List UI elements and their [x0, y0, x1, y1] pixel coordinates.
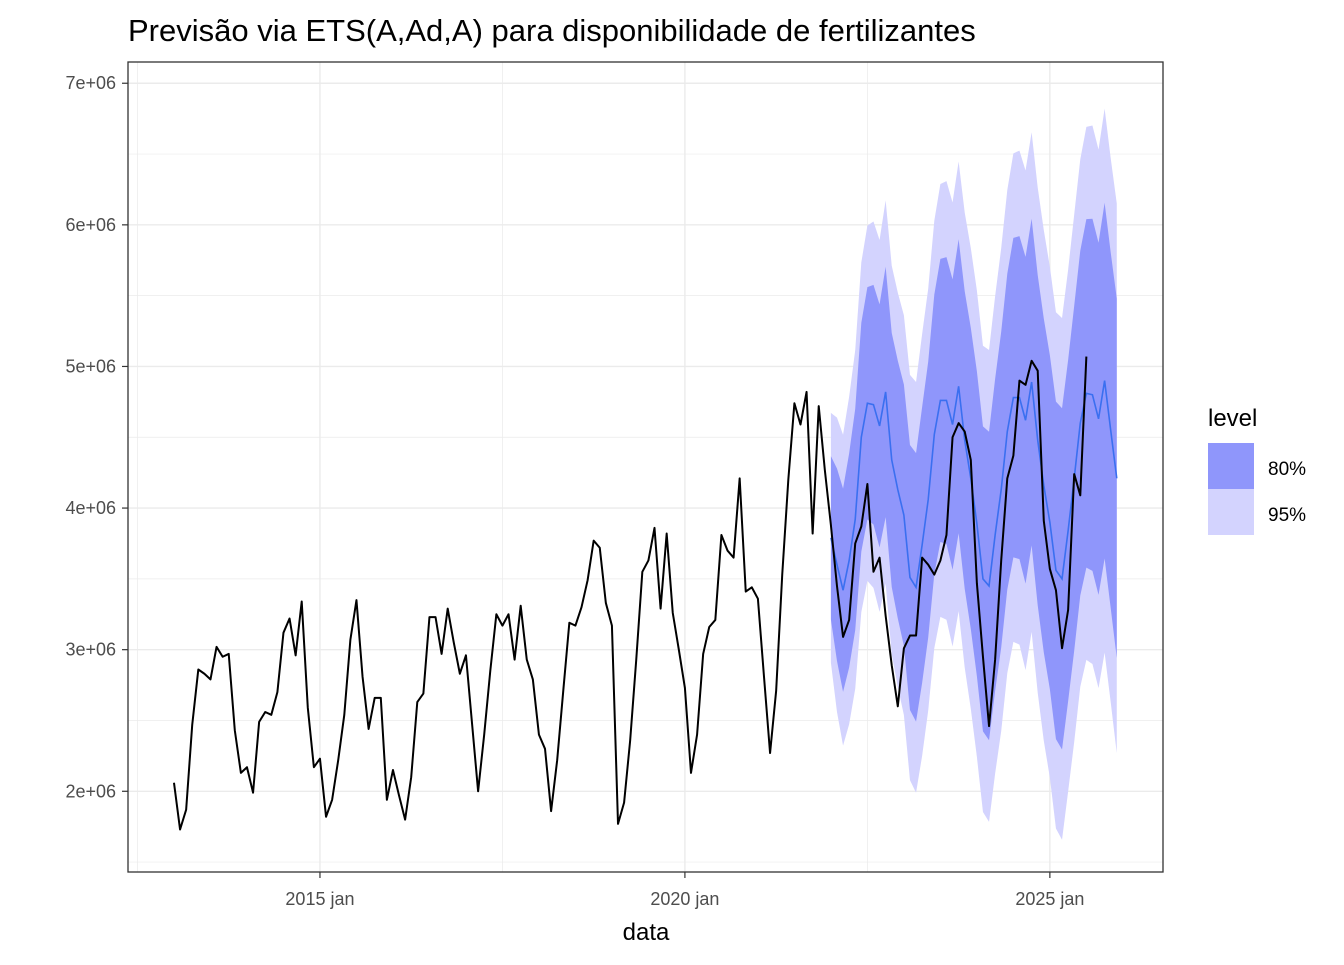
forecast-mean-line — [830, 380, 1118, 591]
x-tick-label: 2020 jan — [650, 889, 719, 909]
y-axis: 2e+06 3e+06 4e+06 5e+06 6e+06 7e+06 — [65, 73, 128, 801]
y-tick-label: 2e+06 — [65, 781, 116, 801]
x-tick-label: 2025 jan — [1015, 889, 1084, 909]
x-axis: 2015 jan 2020 jan 2025 jan — [285, 872, 1084, 909]
y-tick-label: 4e+06 — [65, 498, 116, 518]
interval-band-80 — [830, 202, 1117, 750]
y-tick-label: 5e+06 — [65, 356, 116, 376]
y-tick-label: 3e+06 — [65, 640, 116, 660]
y-tick-label: 7e+06 — [65, 73, 116, 93]
gridlines — [128, 62, 1163, 872]
legend-label-80: 80% — [1268, 459, 1306, 480]
x-axis-label: data — [623, 919, 670, 946]
observed-line — [172, 356, 1088, 831]
legend-title: level — [1208, 405, 1257, 432]
series-lines — [172, 356, 1118, 831]
legend: level 80% 95% — [1208, 405, 1306, 535]
x-tick-label: 2015 jan — [285, 889, 354, 909]
y-tick-label: 6e+06 — [65, 215, 116, 235]
legend-swatch-95 — [1208, 489, 1254, 535]
legend-label-95: 95% — [1268, 505, 1306, 526]
chart-title: Previsão via ETS(A,Ad,A) para disponibil… — [128, 13, 976, 48]
plot-border — [127, 61, 1164, 873]
legend-swatch-80 — [1208, 443, 1254, 489]
